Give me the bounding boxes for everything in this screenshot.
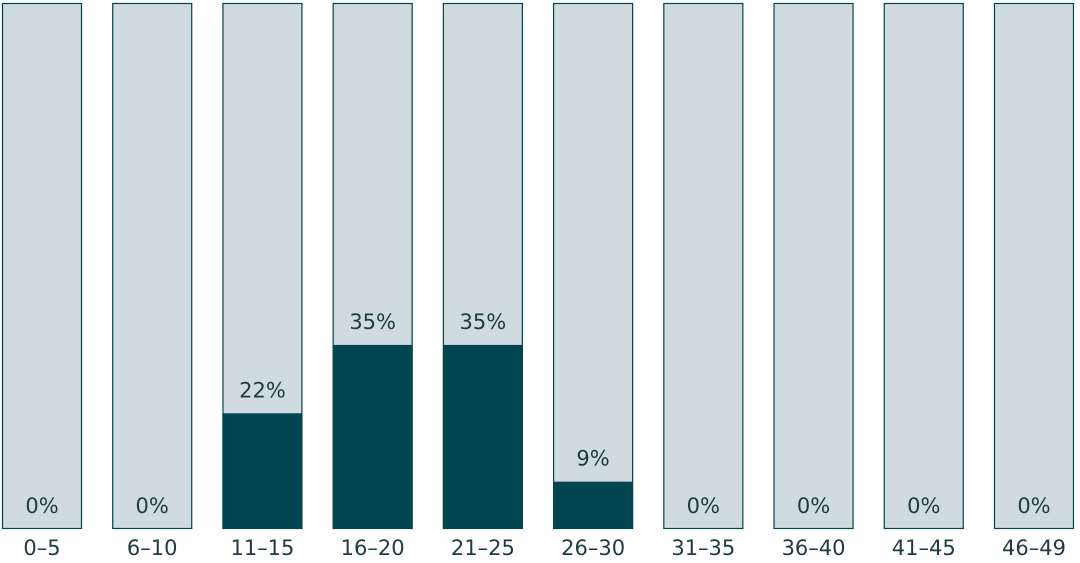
bar-track — [993, 2, 1075, 530]
bar-track — [773, 2, 854, 530]
value-label: 0% — [25, 494, 58, 518]
value-label: 22% — [239, 378, 286, 402]
bar — [442, 344, 523, 529]
value-label: 35% — [460, 310, 507, 334]
bar — [553, 481, 634, 529]
value-label: 0% — [907, 494, 940, 518]
bar-track — [663, 2, 744, 530]
x-tick-label: 16–20 — [341, 536, 405, 560]
x-tick-label: 26–30 — [561, 536, 625, 560]
bar-track — [112, 2, 193, 530]
bar-track — [1, 2, 83, 530]
value-label: 0% — [136, 494, 169, 518]
x-tick-label: 11–15 — [230, 536, 294, 560]
bar — [222, 413, 303, 529]
x-tick-label: 31–35 — [671, 536, 735, 560]
value-label: 9% — [576, 447, 609, 471]
x-tick-label: 46–49 — [1002, 536, 1066, 560]
value-label: 35% — [349, 310, 396, 334]
x-tick-label: 6–10 — [127, 536, 178, 560]
value-label: 0% — [797, 494, 830, 518]
x-tick-label: 36–40 — [782, 536, 846, 560]
bar — [332, 344, 413, 529]
x-tick-label: 41–45 — [892, 536, 956, 560]
value-label: 0% — [1017, 494, 1050, 518]
x-tick-label: 21–25 — [451, 536, 515, 560]
value-label: 0% — [687, 494, 720, 518]
bar-track — [883, 2, 964, 530]
x-tick-label: 0–5 — [23, 536, 60, 560]
bar-track — [552, 2, 634, 530]
